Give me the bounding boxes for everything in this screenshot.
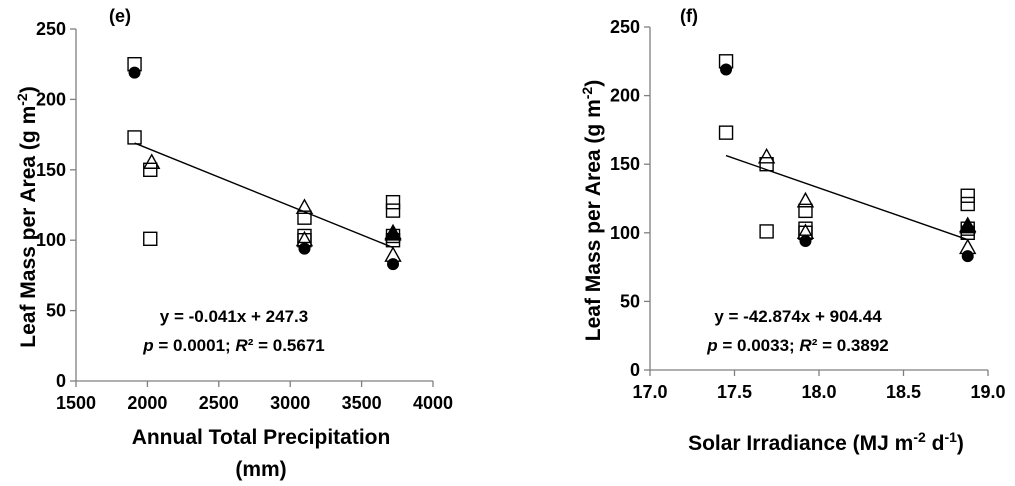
x-tick-label: 2000 xyxy=(127,393,167,413)
data-point-triangle xyxy=(796,191,815,208)
x-axis-label-line2: (mm) xyxy=(235,458,286,481)
data-point-circle xyxy=(128,66,141,79)
y-tick-label: 150 xyxy=(36,160,66,180)
regression-stats: p = 0.0001; R² = 0.5671 xyxy=(142,336,324,355)
trendline xyxy=(725,154,968,241)
data-point-square xyxy=(960,188,975,203)
trendline xyxy=(134,142,394,249)
data-point-triangle-filled xyxy=(384,225,402,241)
data-point-square xyxy=(960,196,975,212)
y-tick-label: 200 xyxy=(610,86,640,106)
data-point-square xyxy=(385,194,401,210)
x-tick-label: 1500 xyxy=(56,393,96,413)
panel-label: (e) xyxy=(109,6,131,26)
chart-panel-f: 0 50 100 150 200 250 17.0 17.5 18.0 18.5 19.0 Leaf … xyxy=(579,6,1006,455)
x-tick-label: 18.0 xyxy=(801,382,836,402)
y-tick-label: 50 xyxy=(46,301,66,321)
y-tick-label: 250 xyxy=(610,17,640,37)
data-point-triangle xyxy=(142,153,161,169)
y-tick-label: 250 xyxy=(36,19,66,39)
x-tick-label: 4000 xyxy=(413,393,453,413)
y-axis-label: Leaf Mass per Area (g m-2) xyxy=(14,86,40,347)
data-point-triangle xyxy=(295,230,314,247)
data-point-triangle xyxy=(295,198,314,215)
data-point-triangle xyxy=(757,147,776,164)
data-point-square xyxy=(297,232,312,248)
x-tick-label: 2500 xyxy=(199,393,239,413)
data-point-circle xyxy=(298,242,311,255)
panel-label: (f) xyxy=(680,6,698,26)
data-point-square xyxy=(297,210,312,225)
regression-equation: y = -0.041x + 247.3 xyxy=(160,307,308,326)
y-tick-label: 100 xyxy=(610,223,640,243)
data-point-circle xyxy=(387,258,400,271)
data-point-triangle xyxy=(796,223,815,240)
data-point-square xyxy=(798,203,813,219)
data-point-triangle-filled xyxy=(959,218,977,234)
y-tick-label: 200 xyxy=(36,89,66,109)
y-tick-label: 0 xyxy=(56,371,66,391)
data-point-square xyxy=(718,54,734,69)
x-tick-label: 18.5 xyxy=(886,382,921,402)
data-point-square xyxy=(385,203,401,218)
x-tick-label: 19.0 xyxy=(970,382,1005,402)
y-tick-label: 100 xyxy=(36,230,66,250)
data-point-square xyxy=(759,224,774,239)
data-point-square xyxy=(127,57,142,72)
data-point-square xyxy=(143,231,158,246)
data-point-circle xyxy=(961,250,974,263)
data-point-triangle xyxy=(959,238,977,255)
x-tick-label: 17.5 xyxy=(717,382,752,402)
y-axis-label: Leaf Mass per Area (g m-2) xyxy=(579,80,605,341)
y-tick-label: 0 xyxy=(630,360,640,380)
chart-panel-e: 0 50 100 150 200 250 1500 2000 2500 3000 3500 4000 L… xyxy=(14,6,453,481)
data-point-circle xyxy=(799,235,812,248)
x-axis-label: Solar Irradiance (MJ m-2 d-1) xyxy=(688,429,964,455)
data-point-circle xyxy=(720,63,733,76)
regression-equation: y = -42.874x + 904.44 xyxy=(714,307,882,326)
data-point-square xyxy=(143,162,158,178)
x-tick-label: 3000 xyxy=(270,393,310,413)
y-tick-label: 50 xyxy=(620,291,640,311)
regression-stats: p = 0.0033; R² = 0.3892 xyxy=(706,336,888,355)
data-point-square xyxy=(798,225,813,241)
y-tick-label: 150 xyxy=(610,154,640,174)
x-axis-label: Annual Total Precipitation xyxy=(132,426,391,449)
data-point-square xyxy=(718,125,734,140)
x-tick-label: 17.0 xyxy=(632,382,667,402)
x-tick-label: 3500 xyxy=(342,393,382,413)
data-point-square xyxy=(759,156,774,172)
data-point-triangle xyxy=(384,246,402,262)
data-point-square xyxy=(127,130,142,145)
